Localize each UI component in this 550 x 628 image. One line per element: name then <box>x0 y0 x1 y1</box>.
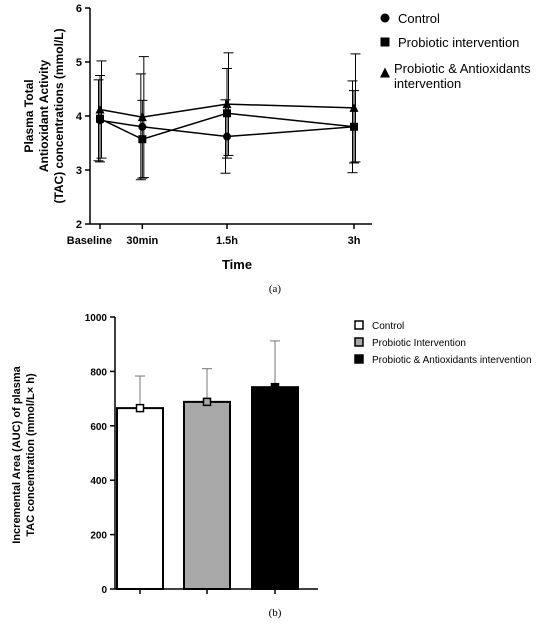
y-axis-label-line: (TAC) concentrations (mmol/L) <box>52 28 66 203</box>
x-tick-label: 1.5h <box>216 235 238 247</box>
legend-label: Probiotic intervention <box>398 35 519 50</box>
bar <box>251 386 299 590</box>
legend-marker <box>380 37 390 47</box>
x-tick-label: 3h <box>348 235 361 247</box>
data-point <box>137 112 147 122</box>
legend-swatch <box>354 354 364 364</box>
data-point <box>138 122 147 131</box>
y-axis-label-line: TAC concentration (mmol/L× h) <box>25 373 37 537</box>
series-line <box>99 112 355 141</box>
bar-mean-marker <box>202 397 212 407</box>
legend-label: Control <box>398 11 440 26</box>
y-axis-label-line: Plasma Total <box>22 79 36 152</box>
legend-label: Control <box>372 321 404 332</box>
y-tick-label: 4 <box>76 111 83 123</box>
y-tick-label: 3 <box>76 165 82 177</box>
legend-swatch <box>354 337 364 347</box>
x-tick-label: Baseline <box>67 235 112 247</box>
data-point <box>222 99 232 109</box>
y-tick-label: 400 <box>90 476 107 487</box>
legend-label: intervention <box>394 76 461 91</box>
series-line <box>99 103 355 118</box>
y-tick-label: 5 <box>76 57 82 69</box>
bar-chart-b: Incremental Area (AUC) of plasma TAC conc… <box>11 313 532 619</box>
panel-label-b: (b) <box>269 607 282 619</box>
y-tick-label: 2 <box>76 219 82 231</box>
y-tick-label: 6 <box>76 3 82 15</box>
data-point <box>223 132 231 141</box>
y-tick-label: 600 <box>90 422 107 433</box>
x-tick-label: 30min <box>126 235 158 247</box>
line-chart-a: Plasma Total Antioxidant Activity (TAC) co… <box>22 3 531 295</box>
data-point <box>350 122 358 131</box>
panel-label-a: (a) <box>269 283 282 295</box>
data-point <box>95 104 105 114</box>
legend-marker <box>380 67 390 78</box>
data-point <box>223 109 231 118</box>
x-axis-label-a: Time <box>222 257 252 272</box>
y-tick-label: 200 <box>90 531 107 542</box>
legend-marker <box>380 13 390 23</box>
y-axis-label-a: Plasma Total Antioxidant Activity (TAC) co… <box>22 28 66 203</box>
bar-mean-marker <box>135 403 145 413</box>
legend-a: Control Probiotic intervention Probiotic &… <box>380 11 531 91</box>
data-point <box>138 135 147 144</box>
legend-b: Control Probiotic Intervention Probiotic &… <box>354 320 532 366</box>
y-tick-label: 0 <box>101 585 107 596</box>
y-axis-label-line: Incremental Area (AUC) of plasma <box>11 365 23 543</box>
series-line <box>99 119 355 138</box>
legend-label: Probiotic & Antioxidants <box>394 61 531 76</box>
data-point <box>349 102 359 112</box>
data-point <box>96 114 104 123</box>
bar <box>183 400 231 591</box>
bar <box>116 407 164 590</box>
legend-label: Probiotic & Antioxidants intervention <box>372 355 532 366</box>
legend-swatch <box>354 320 364 330</box>
y-tick-label: 800 <box>90 367 107 378</box>
y-axis-label-b: Incremental Area (AUC) of plasma TAC conc… <box>11 365 37 543</box>
y-tick-label: 1000 <box>85 313 108 324</box>
bar-mean-marker <box>270 382 280 392</box>
y-axis-label-line: Antioxidant Activity <box>37 60 51 173</box>
legend-label: Probiotic Intervention <box>372 338 466 349</box>
